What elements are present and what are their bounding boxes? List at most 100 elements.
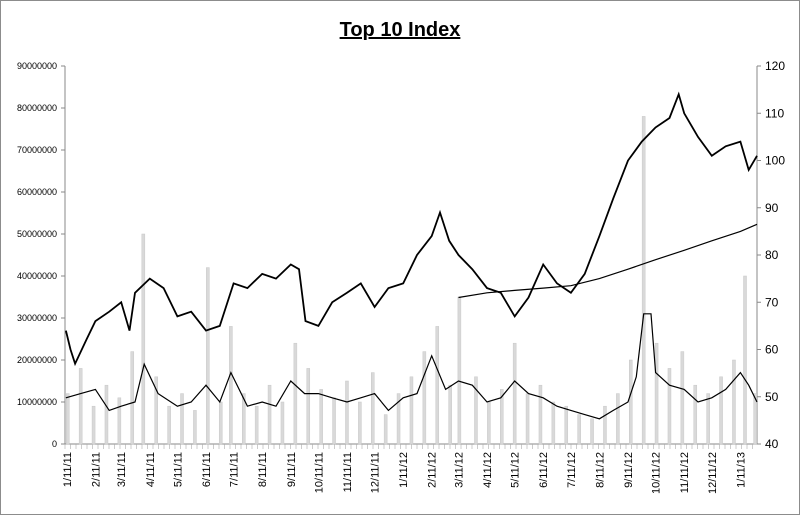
x-tick-label: 1/11/12: [398, 452, 410, 488]
left-tick-label: 60000000: [17, 187, 57, 197]
left-tick-label: 40000000: [17, 271, 57, 281]
x-tick-label: 6/11/12: [538, 452, 550, 488]
volume-bar: [603, 405, 607, 445]
x-tick-label: 5/11/11: [172, 452, 184, 487]
x-tick-label: 9/11/12: [623, 452, 635, 488]
right-tick-label: 120: [765, 59, 785, 73]
x-tick-label: 8/11/11: [257, 452, 269, 487]
volume-bar: [371, 372, 375, 445]
x-tick-label: 2/11/12: [427, 452, 439, 488]
right-tick-label: 40: [765, 437, 779, 451]
volume-bar: [435, 326, 440, 445]
volume-bar: [229, 326, 233, 445]
volume-bar: [130, 351, 135, 445]
right-tick-label: 80: [765, 248, 779, 262]
right-tick-label: 50: [765, 390, 779, 404]
x-tick-label: 1/11/11: [62, 452, 74, 487]
x-tick-label: 4/11/11: [145, 452, 157, 487]
volume-bar: [487, 401, 491, 445]
volume-bar: [654, 342, 659, 445]
volume-bar: [306, 368, 311, 445]
x-tick-label: 7/11/12: [566, 452, 578, 488]
volume-bar: [218, 401, 223, 445]
right-tick-label: 100: [765, 154, 785, 168]
x-tick-label: 2/11/11: [90, 452, 102, 487]
right-tick-label: 60: [765, 343, 779, 357]
volume-bar: [590, 418, 594, 445]
volume-bar: [254, 405, 259, 445]
x-tick-label: 11/11/11: [342, 452, 354, 492]
volume-bar: [91, 405, 96, 445]
volume-bar: [358, 401, 362, 445]
volume-bar: [538, 384, 543, 445]
volume-bar: [242, 393, 246, 445]
volume-bar: [396, 393, 401, 445]
right-tick-label: 70: [765, 295, 779, 309]
x-tick-label: 12/11/11: [370, 452, 382, 493]
volume-bar: [167, 405, 171, 445]
volume-bar: [280, 401, 285, 445]
chart-title: Top 10 Index: [339, 19, 461, 41]
volume-bar: [680, 351, 685, 445]
right-tick-label: 110: [765, 106, 784, 120]
x-tick-label: 10/11/12: [651, 452, 663, 494]
x-tick-label: 9/11/11: [286, 452, 298, 487]
left-tick-label: 50000000: [17, 229, 57, 239]
volume-bar: [706, 393, 710, 445]
volume-bar: [117, 397, 122, 445]
volume-bar: [629, 359, 633, 445]
volume-bar: [319, 389, 323, 445]
volume-bar: [512, 342, 517, 445]
volume-bar: [332, 397, 336, 445]
x-tick-label: 7/11/11: [229, 452, 241, 487]
volume-bar: [267, 384, 272, 445]
left-tick-label: 30000000: [17, 313, 57, 323]
volume-bar: [345, 380, 349, 445]
volume-bar: [693, 384, 698, 445]
volume-bar: [743, 275, 747, 445]
volume-bar: [141, 233, 146, 445]
left-tick-label: 20000000: [17, 355, 57, 365]
volume-bar: [104, 384, 109, 445]
volume-bar: [180, 393, 184, 445]
volume-bar: [577, 414, 581, 445]
x-tick-label: 10/11/11: [313, 452, 325, 493]
x-tick-label: 3/11/12: [453, 452, 465, 488]
volume-bar: [564, 405, 569, 445]
x-tick-label: 12/11/12: [707, 452, 719, 494]
volume-bar: [193, 410, 197, 445]
volume-bar: [732, 359, 736, 445]
volume-bar: [667, 368, 672, 445]
volume-bar: [525, 393, 530, 445]
volume-bar: [383, 414, 388, 445]
right-tick-label: 90: [765, 201, 779, 215]
volume-bar: [719, 376, 723, 445]
volume-bar: [641, 116, 646, 445]
volume-bar: [474, 376, 478, 445]
volume-bar: [409, 376, 414, 445]
x-tick-label: 1/11/13: [735, 452, 747, 488]
x-tick-label: 3/11/11: [116, 452, 128, 487]
volume-bar: [293, 342, 298, 445]
volume-bar: [500, 389, 504, 445]
x-tick-label: 8/11/12: [594, 452, 606, 488]
left-tick-label: 80000000: [17, 103, 57, 113]
moving-average-line: [458, 223, 758, 299]
volume-bar: [457, 296, 462, 445]
x-tick-label: 11/11/12: [679, 452, 691, 493]
x-tick-label: 5/11/12: [510, 452, 522, 488]
volume-bar: [448, 384, 452, 445]
left-tick-label: 10000000: [17, 397, 57, 407]
volume-bar: [154, 376, 158, 445]
left-tick-label: 0: [52, 439, 57, 449]
volume-average-line: [65, 313, 758, 420]
left-tick-label: 90000000: [17, 61, 57, 71]
volume-bar: [551, 401, 556, 445]
volume-bar: [616, 393, 620, 445]
volume-bar: [422, 351, 427, 445]
x-tick-label: 6/11/11: [201, 452, 213, 487]
volume-bar: [753, 393, 757, 445]
x-tick-label: 4/11/12: [482, 452, 494, 488]
